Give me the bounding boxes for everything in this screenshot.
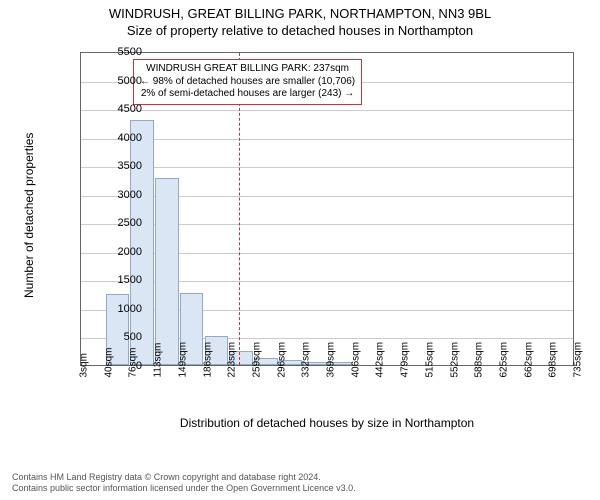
y-tick-label: 4000 <box>82 132 142 144</box>
y-tick-label: 500 <box>82 331 142 343</box>
y-tick-label: 1000 <box>82 303 142 315</box>
y-tick-label: 5000 <box>82 75 142 87</box>
annotation-line: ← 98% of detached houses are smaller (10… <box>140 76 355 89</box>
annotation-line: 2% of semi-detached houses are larger (2… <box>140 88 355 101</box>
annotation-box: WINDRUSH GREAT BILLING PARK: 237sqm ← 98… <box>133 59 362 105</box>
gridline <box>81 139 573 140</box>
page-title-line2: Size of property relative to detached ho… <box>0 23 600 40</box>
gridline <box>81 167 573 168</box>
plot-area: WINDRUSH GREAT BILLING PARK: 237sqm ← 98… <box>80 52 574 366</box>
y-tick-label: 5500 <box>82 46 142 58</box>
footer-line: Contains public sector information licen… <box>12 483 356 494</box>
histogram-bar <box>130 120 154 365</box>
chart-container: Number of detached properties WINDRUSH G… <box>24 48 584 432</box>
footer-line: Contains HM Land Registry data © Crown c… <box>12 472 356 483</box>
y-tick-label: 2500 <box>82 217 142 229</box>
y-tick-label: 3500 <box>82 160 142 172</box>
y-axis-label: Number of detached properties <box>22 133 36 298</box>
page-title-line1: WINDRUSH, GREAT BILLING PARK, NORTHAMPTO… <box>0 6 600 23</box>
histogram-bar <box>155 178 179 365</box>
y-tick-label: 2000 <box>82 246 142 258</box>
gridline <box>81 110 573 111</box>
footer-attribution: Contains HM Land Registry data © Crown c… <box>12 472 356 494</box>
annotation-line: WINDRUSH GREAT BILLING PARK: 237sqm <box>140 63 355 76</box>
y-tick-label: 3000 <box>82 189 142 201</box>
y-tick-label: 1500 <box>82 274 142 286</box>
x-axis-label: Distribution of detached houses by size … <box>80 416 574 430</box>
y-tick-label: 4500 <box>82 103 142 115</box>
